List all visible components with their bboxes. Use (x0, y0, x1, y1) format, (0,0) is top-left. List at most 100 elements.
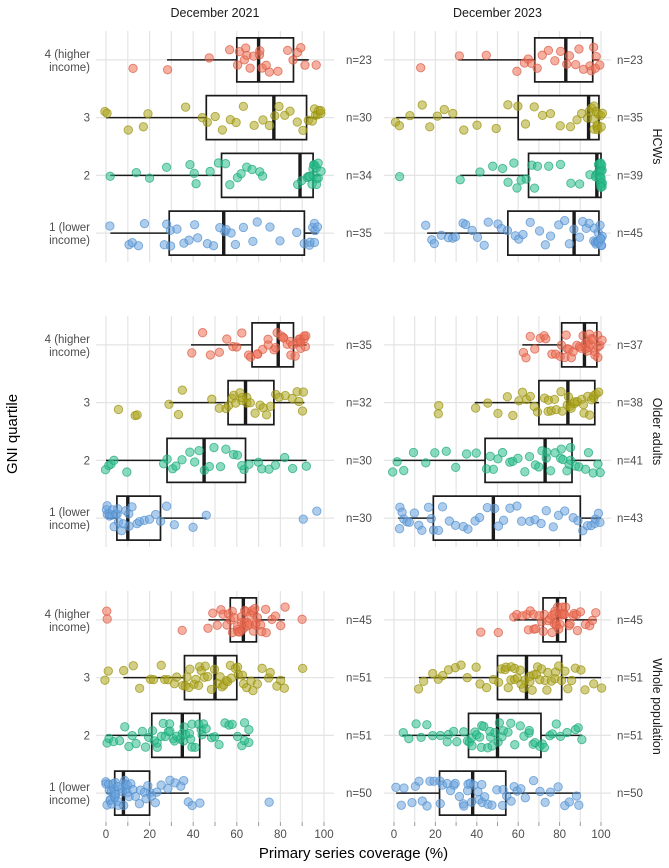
jitter-point (490, 727, 500, 738)
jitter-point (593, 459, 603, 469)
jitter-point (292, 227, 302, 238)
jitter-point (439, 104, 449, 115)
jitter-point (548, 522, 558, 532)
jitter-point (564, 797, 574, 807)
jitter-point (297, 614, 307, 624)
jitter-point (179, 775, 189, 786)
jitter-point (182, 672, 192, 682)
jitter-point (596, 122, 606, 132)
jitter-point (105, 221, 115, 231)
jitter-point (147, 726, 158, 736)
jitter-point (573, 516, 583, 526)
jitter-point (472, 232, 483, 242)
jitter-points-quartile-1-blue (391, 775, 584, 811)
jitter-point (300, 60, 310, 70)
jitter-point (543, 45, 554, 56)
jitter-point (248, 236, 258, 247)
jitter-point (532, 407, 543, 417)
jitter-point (230, 239, 241, 250)
jitter-point (290, 351, 300, 361)
jitter-point (525, 391, 535, 402)
jitter-point (513, 101, 523, 111)
jitter-point (479, 240, 489, 250)
jitter-point (448, 108, 458, 119)
jitter-point (510, 740, 520, 750)
jitter-point (597, 335, 607, 345)
jitter-point (279, 452, 290, 463)
jitter-points-quartile-2-green (100, 442, 311, 477)
jitter-point (471, 448, 481, 458)
jitter-point (572, 115, 582, 125)
jitter-point (493, 454, 503, 464)
x-tick-label: 80 (553, 829, 566, 841)
jitter-point (257, 663, 267, 673)
jitter-point (232, 60, 243, 70)
jitter-point (596, 173, 606, 183)
jitter-point (417, 100, 427, 110)
jitter-point (529, 102, 539, 112)
jitter-point (475, 167, 485, 177)
jitter-point (503, 727, 513, 737)
jitter-point (521, 174, 531, 184)
jitter-point (524, 725, 534, 736)
jitter-points-quartile-3-olive (113, 385, 309, 421)
y-tick-label: 1 (lower (49, 222, 90, 234)
jitter-point (273, 66, 283, 76)
jitter-point (190, 742, 200, 753)
jitter-point (514, 396, 524, 406)
jitter-point (270, 342, 281, 353)
jitter-point (404, 733, 414, 744)
jitter-point (555, 121, 565, 131)
jitter-points-quartile-1-blue (101, 775, 274, 811)
jitter-point (497, 800, 508, 811)
jitter-point (549, 394, 560, 405)
jitter-point (524, 451, 535, 462)
jitter-point (537, 110, 548, 121)
y-tick-label: 2 (84, 455, 90, 467)
jitter-point (209, 442, 219, 453)
jitter-point (100, 675, 110, 685)
jitter-point (264, 67, 275, 77)
jitter-point (566, 178, 576, 188)
jitter-point (564, 51, 575, 61)
n-count-label: n=35 (346, 340, 372, 352)
jitter-point (247, 164, 257, 175)
n-count-label: n=30 (346, 513, 372, 525)
column-title: December 2023 (453, 6, 542, 20)
jitter-point (591, 608, 601, 618)
jitter-point (270, 460, 281, 470)
jitter-points-quartile-3-olive (390, 100, 608, 135)
y-tick-label: income) (49, 622, 90, 634)
jitter-point (435, 798, 445, 809)
jitter-point (103, 666, 113, 676)
facet-strip-label: HCWs (650, 128, 664, 164)
jitter-point (173, 409, 184, 420)
facet-panel (96, 591, 334, 822)
boxplot-group-quartile-4-salmon (167, 37, 309, 83)
jitter-point (550, 56, 560, 66)
jitter-point (434, 400, 444, 411)
x-tick-label: 0 (103, 829, 109, 841)
jitter-point (520, 467, 530, 477)
jitter-point (562, 727, 572, 738)
jitter-point (171, 461, 181, 471)
jitter-point (131, 738, 141, 749)
jitter-point (222, 334, 232, 344)
jitter-point (565, 122, 576, 132)
jitter-point (574, 179, 585, 189)
x-tick-label: 0 (391, 829, 397, 841)
jitter-point (450, 232, 461, 242)
jitter-point (541, 334, 551, 344)
jitter-point (518, 229, 528, 240)
jitter-point (543, 667, 553, 678)
jitter-point (562, 59, 572, 69)
jitter-point (566, 675, 577, 686)
facet-strip-label: Older adults (650, 398, 664, 465)
jitter-point (483, 398, 493, 408)
x-tick-label: 40 (187, 829, 200, 841)
jitter-point (237, 328, 247, 338)
jitter-point (520, 119, 531, 129)
jitter-point (459, 801, 469, 811)
jitter-point (244, 725, 254, 735)
